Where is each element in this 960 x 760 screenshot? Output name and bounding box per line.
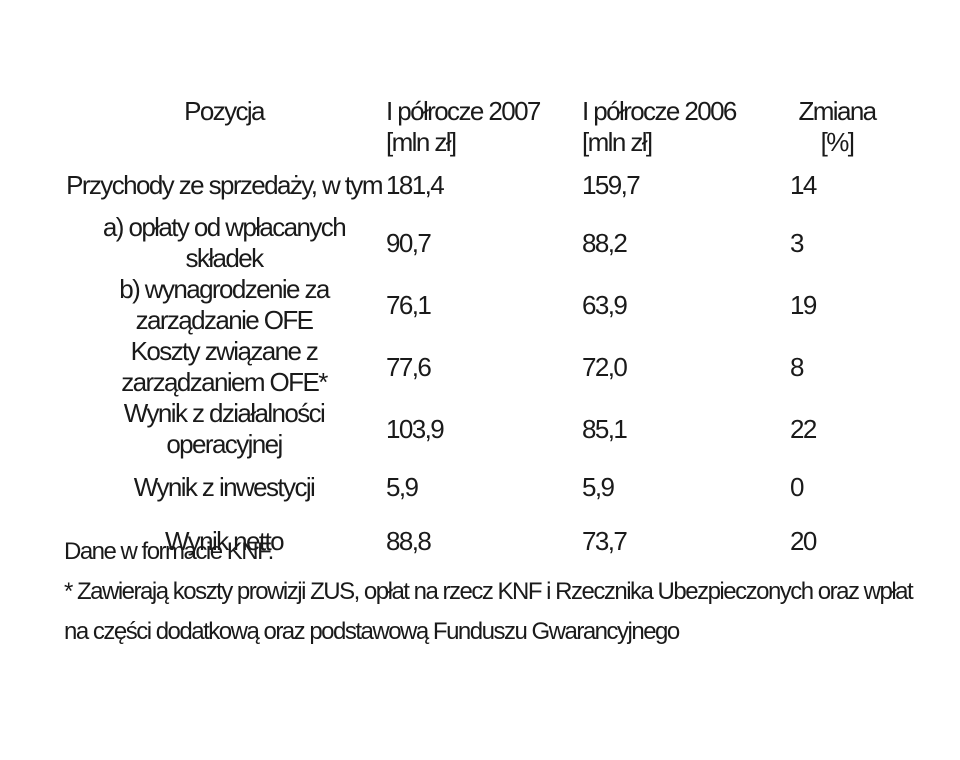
row-value-2007: 103,9 xyxy=(386,413,445,444)
table-row: Wynik z działalności operacyjnej 103,9 8… xyxy=(66,398,894,460)
row-value-2006: 73,7 xyxy=(582,525,628,556)
table-row: Wynik netto 88,8 73,7 20 xyxy=(66,514,894,568)
row-label: Koszty związane z zarządzaniem OFE* xyxy=(121,336,328,397)
row-value-2006: 159,7 xyxy=(582,169,641,200)
row-value-2007: 5,9 xyxy=(386,471,419,502)
row-value-2006: 5,9 xyxy=(582,471,615,502)
table-header-row: Pozycja I półrocze 2007 [mln zł] I półro… xyxy=(66,96,894,158)
row-value-2007: 90,7 xyxy=(386,227,432,258)
row-change: 3 xyxy=(790,227,804,258)
header-h1-2007: I półrocze 2007 [mln zł] xyxy=(386,96,541,157)
row-label: Wynik z działalności operacyjnej xyxy=(123,398,326,459)
row-label: Wynik z inwestycji xyxy=(133,471,316,502)
header-h1-2006: I półrocze 2006 [mln zł] xyxy=(582,96,737,157)
row-value-2006: 88,2 xyxy=(582,227,628,258)
row-value-2007: 77,6 xyxy=(386,351,432,382)
table-row: Przychody ze sprzedaży, w tym 181,4 159,… xyxy=(66,158,894,212)
row-value-2007: 88,8 xyxy=(386,525,432,556)
row-change: 0 xyxy=(790,471,804,502)
footnote: * Zawierają koszty prowizji ZUS, opłat n… xyxy=(64,578,914,645)
row-change: 22 xyxy=(790,413,817,444)
table-body: Przychody ze sprzedaży, w tym 181,4 159,… xyxy=(66,158,894,568)
header-change: Zmiana [%] xyxy=(798,96,877,157)
table-row: Wynik z inwestycji 5,9 5,9 0 xyxy=(66,460,894,514)
table-row: a) opłaty od wpłacanych składek 90,7 88,… xyxy=(66,212,894,274)
header-position: Pozycja xyxy=(184,96,265,126)
row-value-2006: 72,0 xyxy=(582,351,628,382)
row-change: 20 xyxy=(790,525,817,556)
row-change: 19 xyxy=(790,289,817,320)
source-note: Dane w formacie KNF. xyxy=(64,538,274,565)
row-value-2007: 181,4 xyxy=(386,169,445,200)
row-label: Przychody ze sprzedaży, w tym xyxy=(66,169,383,200)
row-value-2006: 85,1 xyxy=(582,413,628,444)
table-header: Pozycja I półrocze 2007 [mln zł] I półro… xyxy=(66,96,894,158)
row-change: 8 xyxy=(790,351,804,382)
table-row: b) wynagrodzenie za zarządzanie OFE 76,1… xyxy=(66,274,894,336)
row-label: a) opłaty od wpłacanych składek xyxy=(102,212,347,273)
row-value-2007: 76,1 xyxy=(386,289,432,320)
row-value-2006: 63,9 xyxy=(582,289,628,320)
row-label: Wynik netto xyxy=(165,525,285,556)
row-label: b) wynagrodzenie za zarządzanie OFE xyxy=(119,274,330,335)
table-row: Koszty związane z zarządzaniem OFE* 77,6… xyxy=(66,336,894,398)
financial-results-table: Pozycja I półrocze 2007 [mln zł] I półro… xyxy=(66,96,894,568)
table-notes: Dane w formacie KNF. * Zawierają koszty … xyxy=(64,532,924,652)
row-change: 14 xyxy=(790,169,817,200)
